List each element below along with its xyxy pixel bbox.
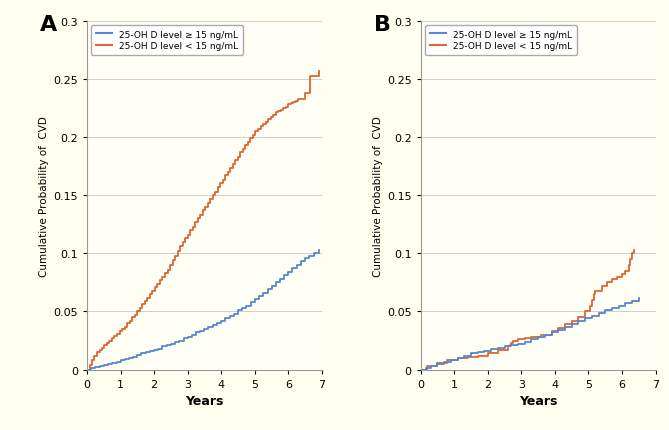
- Y-axis label: Cumulative Probability of  CVD: Cumulative Probability of CVD: [39, 115, 49, 276]
- Text: A: A: [40, 15, 58, 34]
- X-axis label: Years: Years: [519, 394, 557, 407]
- X-axis label: Years: Years: [185, 394, 223, 407]
- Y-axis label: Cumulative Probability of  CVD: Cumulative Probability of CVD: [373, 115, 383, 276]
- Legend: 25-OH D level ≥ 15 ng/mL, 25-OH D level < 15 ng/mL: 25-OH D level ≥ 15 ng/mL, 25-OH D level …: [425, 26, 577, 55]
- Legend: 25-OH D level ≥ 15 ng/mL, 25-OH D level < 15 ng/mL: 25-OH D level ≥ 15 ng/mL, 25-OH D level …: [92, 26, 243, 55]
- Text: B: B: [374, 15, 391, 34]
